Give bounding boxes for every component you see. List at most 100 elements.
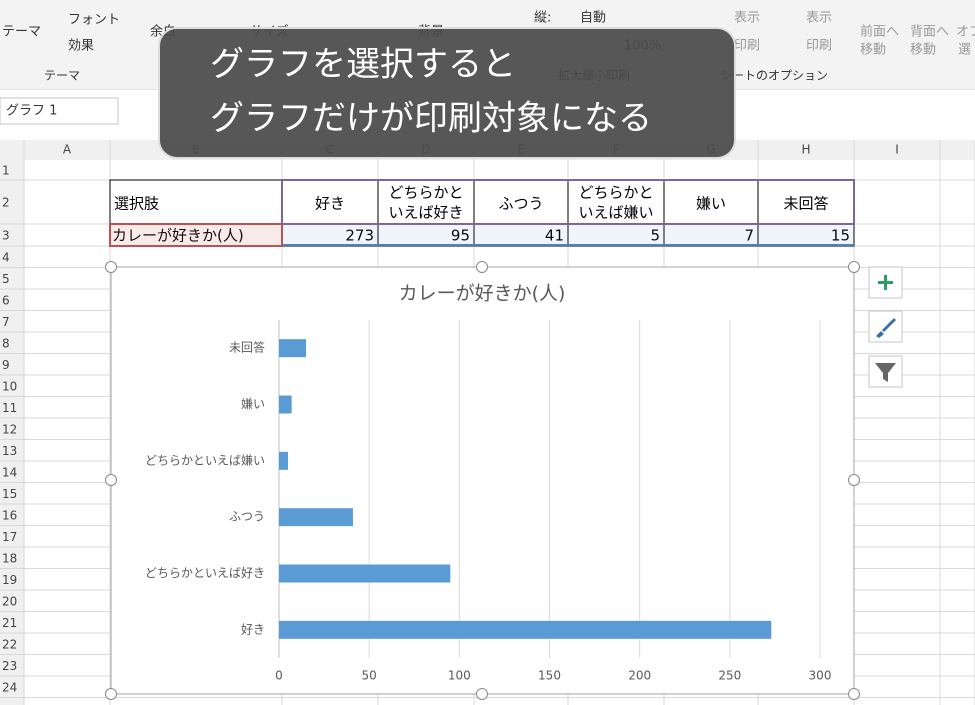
row-header: 18 <box>2 551 17 565</box>
row-header: 20 <box>2 594 17 608</box>
ribbon-label: シートのオプション <box>720 69 828 83</box>
header-cell: いえば嫌い <box>578 204 653 222</box>
ribbon-label: 移動 <box>860 43 886 58</box>
name-box[interactable] <box>0 97 119 125</box>
column-header: H <box>801 143 810 157</box>
ribbon-label: 自動 <box>580 11 606 26</box>
series-name-range <box>109 223 283 247</box>
resize-handle[interactable] <box>848 261 860 273</box>
column-header: A <box>63 143 72 157</box>
row-header: 11 <box>2 401 17 415</box>
ribbon-label: フォント <box>68 13 120 28</box>
chart-title: カレーが好きか(人) <box>399 283 566 305</box>
ribbon-label: 選 <box>958 43 971 58</box>
resize-handle[interactable] <box>105 474 117 486</box>
values-range <box>282 224 854 246</box>
row-header: 21 <box>2 616 17 630</box>
ribbon-label: 移動 <box>910 43 936 58</box>
header-cell: 選択肢 <box>114 195 159 213</box>
x-tick-label: 0 <box>275 669 283 683</box>
x-tick-label: 100 <box>448 669 471 683</box>
resize-handle[interactable] <box>476 688 488 700</box>
brush-icon <box>876 318 896 338</box>
data-cell: 95 <box>451 227 470 245</box>
x-tick-label: 200 <box>628 669 651 683</box>
row-header-bar <box>0 140 24 705</box>
ribbon-label: オブ <box>956 24 975 40</box>
header-cell: 未回答 <box>783 195 828 213</box>
x-tick-label: 250 <box>718 669 741 683</box>
filter-icon <box>875 363 896 382</box>
ribbon-label: 印刷 <box>806 39 832 54</box>
ribbon-label: 表示 <box>734 11 760 26</box>
caption-line: グラフだけが印刷対象になる <box>210 99 652 139</box>
row-header: 23 <box>2 659 17 673</box>
row-header: 16 <box>2 508 17 522</box>
row-header: 5 <box>2 272 10 286</box>
row-header: 1 <box>2 164 10 178</box>
ribbon-label: テーマ <box>44 69 80 83</box>
plus-icon <box>878 275 893 290</box>
data-cell: 7 <box>744 227 754 245</box>
y-tick-label: どちらかといえば好き <box>145 566 265 580</box>
ribbon-label: 表示 <box>806 11 832 26</box>
resize-handle[interactable] <box>105 261 117 273</box>
row-header: 4 <box>2 250 10 264</box>
caption-box <box>158 27 736 159</box>
y-tick-label: 未回答 <box>229 340 265 355</box>
x-tick-label: 150 <box>538 669 561 683</box>
ribbon-label: 効果 <box>68 39 94 54</box>
row-header: 9 <box>2 358 10 372</box>
bar <box>279 620 772 639</box>
row-header: 13 <box>2 444 17 458</box>
x-tick-label: 300 <box>809 669 832 683</box>
row-header: 19 <box>2 573 17 587</box>
row-header: 7 <box>2 315 10 329</box>
ribbon-label: 印刷 <box>734 39 760 54</box>
resize-handle[interactable] <box>848 474 860 486</box>
y-tick-label: 好き <box>241 622 265 636</box>
x-tick-label: 50 <box>362 669 377 683</box>
ribbon-label: 縦: <box>534 11 551 26</box>
data-cell: 273 <box>345 227 374 245</box>
y-tick-label: 嫌い <box>241 397 265 411</box>
row-header: 2 <box>2 196 10 210</box>
name-box-text: グラフ 1 <box>6 104 57 119</box>
row-header: 22 <box>2 637 17 651</box>
ribbon-label: 背面へ <box>910 25 949 40</box>
row-header: 8 <box>2 336 10 350</box>
resize-handle[interactable] <box>476 261 488 273</box>
y-tick-label: ふつう <box>229 510 265 524</box>
row-header: 17 <box>2 530 17 544</box>
header-cell: ふつう <box>498 195 543 213</box>
resize-handle[interactable] <box>105 688 117 700</box>
ribbon-label: テーマ <box>2 25 41 40</box>
row-header: 10 <box>2 379 17 393</box>
data-cell: 41 <box>545 227 564 245</box>
row-header: 12 <box>2 422 17 436</box>
header-cell: どちらかと <box>578 184 653 202</box>
resize-handle[interactable] <box>848 688 860 700</box>
bar <box>279 564 451 583</box>
header-cell: どちらかと <box>388 184 463 202</box>
category-range <box>281 179 855 225</box>
chart[interactable]: カレーが好きか(人) 0 50 100 150 200 250 300 好き どちらかといえば好き… <box>105 261 860 700</box>
overlay-caption: グラフを選択すると グラフだけが印刷対象になる <box>158 27 736 159</box>
row-header: 14 <box>2 465 17 479</box>
ribbon-label: 前面へ <box>860 24 899 40</box>
data-cell: カレーが好きか(人) <box>112 227 244 245</box>
row-header: 24 <box>2 680 17 694</box>
bar <box>279 451 289 470</box>
row-header: 3 <box>2 229 10 243</box>
chart-buttons <box>868 266 903 388</box>
column-header: I <box>895 143 899 157</box>
caption-line: グラフを選択すると <box>210 45 516 85</box>
bar <box>279 339 307 358</box>
data-cell: 5 <box>650 227 660 245</box>
header-cell: いえば好き <box>388 204 463 222</box>
row-header: 6 <box>2 293 10 307</box>
header-cell: 好き <box>315 195 345 213</box>
header-cell: 嫌い <box>696 195 726 213</box>
row-header: 15 <box>2 487 17 501</box>
